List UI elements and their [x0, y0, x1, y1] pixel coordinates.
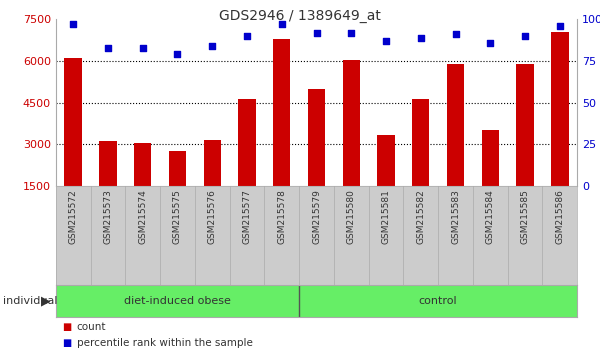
Text: GSM215578: GSM215578 [277, 189, 286, 244]
Text: GSM215573: GSM215573 [103, 189, 112, 244]
Point [416, 35, 425, 41]
Text: GSM215581: GSM215581 [382, 189, 391, 244]
Bar [203, 140, 221, 186]
Text: GSM215579: GSM215579 [312, 189, 321, 244]
Point [68, 22, 78, 27]
Point [173, 52, 182, 57]
Text: GSM215580: GSM215580 [347, 189, 356, 244]
Text: ■: ■ [62, 338, 71, 348]
Point [277, 22, 287, 27]
Point [381, 38, 391, 44]
Text: diet-induced obese: diet-induced obese [124, 296, 231, 306]
Point [451, 32, 460, 37]
Point [555, 23, 565, 29]
Bar [99, 142, 116, 186]
Point [103, 45, 113, 51]
Text: GSM215574: GSM215574 [138, 189, 147, 244]
Bar [517, 64, 534, 186]
Point [242, 33, 252, 39]
Text: GSM215576: GSM215576 [208, 189, 217, 244]
Text: GSM215585: GSM215585 [521, 189, 530, 244]
Text: count: count [77, 322, 106, 332]
Text: GSM215577: GSM215577 [242, 189, 251, 244]
Text: individual: individual [3, 296, 58, 306]
Text: GSM215584: GSM215584 [486, 189, 495, 244]
Bar [308, 89, 325, 186]
Bar [273, 39, 290, 186]
Text: control: control [419, 296, 457, 306]
Bar [169, 151, 186, 186]
Bar [447, 64, 464, 186]
Point [485, 40, 495, 46]
Bar [134, 143, 151, 186]
Text: GSM215583: GSM215583 [451, 189, 460, 244]
Point [312, 30, 322, 36]
Bar [482, 130, 499, 186]
Bar [343, 60, 360, 186]
Point [346, 30, 356, 36]
Point [138, 45, 148, 51]
Bar [64, 58, 82, 186]
Text: GSM215572: GSM215572 [68, 189, 77, 244]
Text: GSM215575: GSM215575 [173, 189, 182, 244]
Text: ▶: ▶ [41, 295, 51, 307]
Bar [238, 98, 256, 186]
Text: GSM215586: GSM215586 [556, 189, 565, 244]
Text: ■: ■ [62, 322, 71, 332]
Bar [377, 135, 395, 186]
Point [208, 43, 217, 49]
Bar [551, 32, 569, 186]
Text: GDS2946 / 1389649_at: GDS2946 / 1389649_at [219, 9, 381, 23]
Point [520, 33, 530, 39]
Text: percentile rank within the sample: percentile rank within the sample [77, 338, 253, 348]
Text: GSM215582: GSM215582 [416, 189, 425, 244]
Bar [412, 98, 430, 186]
